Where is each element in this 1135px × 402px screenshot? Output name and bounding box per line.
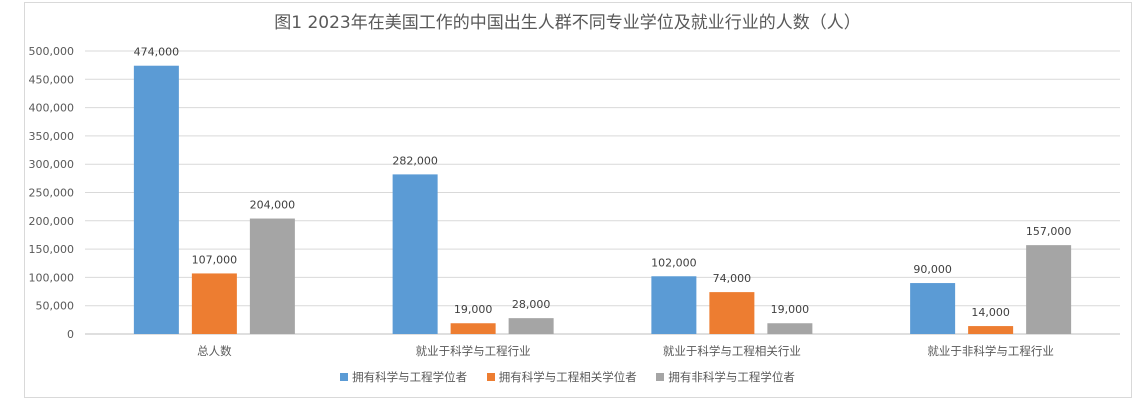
y-tick-label: 400,000 <box>29 102 75 115</box>
data-label: 474,000 <box>134 46 180 59</box>
legend-label: 拥有科学与工程学位者 <box>352 370 468 384</box>
bar <box>133 65 179 334</box>
bar <box>910 283 956 334</box>
y-tick-label: 250,000 <box>29 187 75 200</box>
bar <box>767 323 813 334</box>
data-label: 14,000 <box>971 306 1010 319</box>
legend-swatch <box>486 373 495 381</box>
bar <box>968 326 1014 334</box>
bar <box>709 292 755 334</box>
y-tick-label: 0 <box>67 328 74 341</box>
bar <box>1026 245 1072 334</box>
y-tick-label: 200,000 <box>29 215 75 228</box>
y-tick-label: 50,000 <box>36 300 75 313</box>
y-tick-label: 450,000 <box>29 73 75 86</box>
bar <box>191 273 237 334</box>
data-label: 19,000 <box>454 303 493 316</box>
legend-label: 拥有非科学与工程学位者 <box>668 370 795 384</box>
chart-title: 图1 2023年在美国工作的中国出生人群不同专业学位及就业行业的人数（人） <box>274 13 861 33</box>
bars <box>133 65 1072 334</box>
legend-swatch <box>656 373 665 381</box>
bar <box>249 218 295 334</box>
bar <box>651 276 697 334</box>
x-axis: 总人数 就业于科学与工程行业 就业于科学与工程相关行业 就业于非科学与工程行业 <box>197 344 1054 358</box>
legend-item-0: 拥有科学与工程学位者 <box>340 369 467 385</box>
legend-item-1: 拥有科学与工程相关学位者 <box>486 369 637 385</box>
legend: 拥有科学与工程学位者 拥有科学与工程相关学位者 拥有非科学与工程学位者 <box>0 369 1135 385</box>
bar <box>392 174 438 334</box>
data-label: 204,000 <box>250 199 296 212</box>
x-category-label: 就业于科学与工程行业 <box>416 344 531 358</box>
data-labels: 474,000 107,000 204,000 282,000 19,000 28,000… <box>134 46 1072 319</box>
x-category-label: 总人数 <box>197 344 232 358</box>
y-tick-label: 300,000 <box>29 158 75 171</box>
y-tick-label: 150,000 <box>29 243 75 256</box>
data-label: 102,000 <box>651 256 697 269</box>
y-tick-label: 350,000 <box>29 130 75 143</box>
y-tick-label: 500,000 <box>29 45 75 58</box>
legend-label: 拥有科学与工程相关学位者 <box>498 370 637 384</box>
data-label: 19,000 <box>771 303 810 316</box>
legend-item-2: 拥有非科学与工程学位者 <box>656 369 795 385</box>
bar <box>450 323 496 334</box>
y-axis: 0 50,000 100,000 150,000 200,000 250,000 300,0… <box>29 45 75 341</box>
bar <box>508 318 554 334</box>
x-category-label: 就业于科学与工程相关行业 <box>663 344 801 358</box>
legend-swatch <box>340 373 349 381</box>
data-label: 282,000 <box>392 154 438 167</box>
y-tick-label: 100,000 <box>29 271 75 284</box>
data-label: 157,000 <box>1026 225 1072 238</box>
data-label: 107,000 <box>192 253 238 266</box>
x-category-label: 就业于非科学与工程行业 <box>927 344 1054 358</box>
data-label: 28,000 <box>512 298 551 311</box>
gridlines <box>85 50 1120 335</box>
data-label: 90,000 <box>913 263 952 276</box>
data-label: 74,000 <box>713 272 752 285</box>
